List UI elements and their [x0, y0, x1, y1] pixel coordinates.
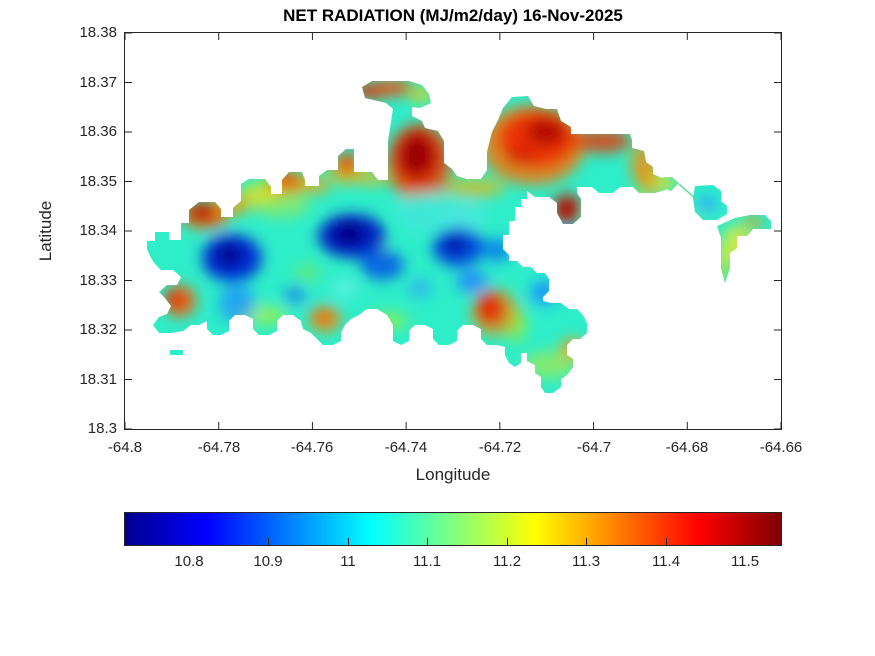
y-tick-label: 18.31	[79, 371, 117, 388]
y-tick-label: 18.36	[79, 123, 117, 140]
colorbar-tick-label: 10.8	[174, 553, 204, 570]
colorbar-tick-label: 10.9	[253, 553, 283, 570]
x-tick-label: -64.74	[384, 439, 428, 456]
colorbar-tick	[427, 538, 428, 545]
x-tick-label: -64.8	[107, 439, 143, 456]
map-svg	[125, 33, 781, 429]
colorbar	[124, 512, 782, 546]
colorbar-tick	[348, 538, 349, 545]
x-tick-label: -64.68	[665, 439, 709, 456]
colorbar-tick-label: 11.1	[412, 553, 442, 570]
x-tick-label: -64.72	[478, 439, 522, 456]
islet-connector-strip	[678, 183, 697, 200]
colorbar-tick	[666, 538, 667, 545]
x-tick-label: -64.76	[290, 439, 334, 456]
y-tick-label: 18.34	[79, 222, 117, 239]
y-tick-label: 18.3	[87, 420, 117, 437]
colorbar-tick	[268, 538, 269, 545]
y-tick-label: 18.32	[79, 321, 117, 338]
y-tick-label: 18.33	[79, 272, 117, 289]
y-tick-label: 18.38	[79, 24, 117, 41]
x-tick-label: -64.66	[759, 439, 803, 456]
x-tick-label: -64.78	[197, 439, 241, 456]
x-axis-label: Longitude	[415, 465, 491, 484]
y-tick-label: 18.35	[79, 173, 117, 190]
colorbar-tick	[189, 538, 190, 545]
island-contour-field	[147, 81, 771, 393]
colorbar-tick-label: 11.4	[651, 553, 681, 570]
colorbar-tick-label: 11.3	[571, 553, 601, 570]
axis-tick-marks	[125, 33, 781, 429]
colorbar-tick	[586, 538, 587, 545]
colorbar-tick-label: 11.2	[492, 553, 522, 570]
colorbar-tick-label: 11.5	[730, 553, 760, 570]
colorbar-tick-label: 11	[340, 553, 356, 570]
plot-area	[124, 32, 782, 430]
y-tick-label: 18.37	[79, 74, 117, 91]
x-tick-label: -64.7	[576, 439, 612, 456]
chart-title: NET RADIATION (MJ/m2/day) 16-Nov-2025	[283, 6, 623, 25]
colorbar-tick	[507, 538, 508, 545]
colorbar-tick	[745, 538, 746, 545]
